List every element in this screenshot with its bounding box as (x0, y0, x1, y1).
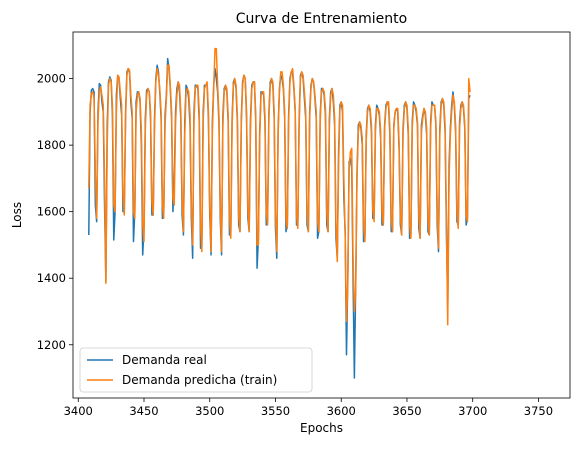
y-tick-label: 1200 (37, 338, 66, 352)
legend-box (79, 347, 313, 393)
series-layer (88, 47, 471, 379)
x-tick-label: 3550 (261, 404, 290, 418)
y-tick-label: 1400 (37, 271, 66, 285)
y-axis: 1200 1400 1600 1800 2000 (37, 72, 73, 352)
legend-label-1: Demanda real (122, 353, 207, 367)
series-line-2 (88, 47, 471, 326)
legend: Demanda real Demanda predicha (train) (79, 347, 313, 393)
x-tick-label: 3500 (195, 404, 224, 418)
plot-area-frame (72, 31, 571, 399)
x-axis-label: Epochs (300, 421, 343, 435)
legend-label-2: Demanda predicha (train) (122, 373, 277, 387)
x-tick-label: 3600 (327, 404, 356, 418)
y-tick-label: 1800 (37, 138, 66, 152)
y-axis-label: Loss (10, 202, 24, 228)
x-tick-label: 3400 (64, 404, 93, 418)
chart-title: Curva de Entrenamiento (236, 11, 407, 27)
y-tick-label: 1600 (37, 205, 66, 219)
x-tick-label: 3450 (129, 404, 158, 418)
x-axis: 3400 3450 3500 3550 3600 3650 3700 3750 (64, 398, 553, 418)
x-tick-label: 3650 (392, 404, 421, 418)
x-tick-label: 3750 (524, 404, 553, 418)
x-tick-label: 3700 (458, 404, 487, 418)
y-tick-label: 2000 (37, 72, 66, 86)
